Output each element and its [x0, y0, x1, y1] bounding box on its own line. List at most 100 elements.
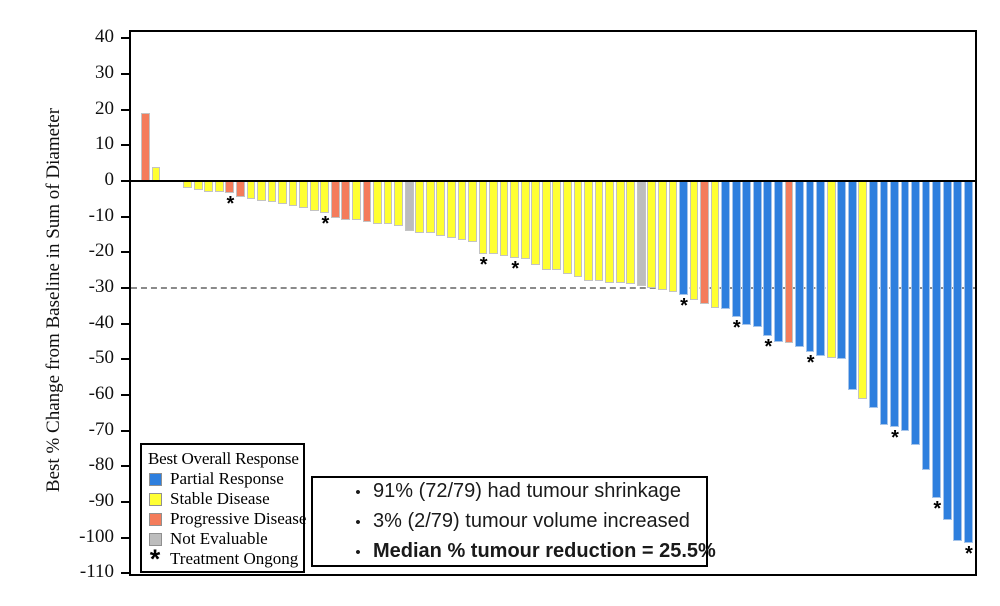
patient-bar — [594, 181, 604, 281]
patient-bar — [299, 181, 309, 208]
patient-bar — [457, 181, 467, 240]
patient-bar — [837, 181, 847, 360]
patient-bar — [257, 181, 266, 201]
annotation-text: 91% (72/79) had tumour shrinkage — [373, 479, 681, 502]
treatment-ongoing-marker: * — [764, 336, 773, 359]
y-tick-label: -40 — [88, 311, 114, 333]
patient-bar — [626, 181, 636, 285]
patient-bar — [510, 181, 520, 258]
y-tick-mark — [121, 72, 130, 75]
bullet-icon: • — [355, 543, 361, 561]
y-tick-label: 0 — [104, 169, 115, 190]
legend-item-ongoing: * Treatment Ongong — [148, 544, 299, 574]
treatment-ongoing-marker: * — [732, 316, 741, 339]
y-tick-label: -110 — [79, 561, 114, 583]
patient-bar — [225, 181, 235, 194]
patient-bar — [373, 181, 382, 224]
patient-bar — [478, 181, 488, 255]
y-tick-mark — [121, 287, 130, 289]
patient-bar — [468, 181, 477, 242]
patient-bar — [267, 181, 277, 203]
patient-bar — [615, 181, 625, 283]
legend-swatch-icon — [149, 512, 162, 526]
patient-bar — [668, 181, 678, 292]
treatment-ongoing-marker: * — [680, 295, 688, 318]
y-tick-label: -100 — [79, 525, 114, 547]
treatment-ongoing-marker: * — [933, 498, 942, 521]
patient-bar — [657, 181, 667, 290]
patient-bar — [636, 181, 646, 287]
y-tick-label: 30 — [95, 61, 114, 83]
y-tick-label: -70 — [88, 418, 114, 440]
treatment-ongoing-marker: * — [891, 427, 899, 450]
patient-bar — [731, 181, 741, 317]
patient-bar — [900, 181, 910, 431]
y-tick-label: -80 — [88, 454, 114, 476]
patient-bar — [436, 181, 446, 237]
y-tick-mark — [121, 37, 130, 40]
y-tick-label: -60 — [88, 383, 114, 405]
y-tick-label: 40 — [95, 26, 114, 48]
patient-bar — [183, 181, 192, 189]
patient-bar — [425, 181, 435, 233]
annotation-text: Median % tumour reduction = 25.5% — [373, 539, 716, 562]
patient-bar — [763, 181, 773, 337]
patient-bar — [352, 181, 361, 221]
patient-bar — [953, 181, 963, 542]
y-tick-label: -50 — [88, 347, 114, 369]
patient-bar — [942, 181, 952, 520]
patient-bar — [679, 181, 688, 296]
patient-bar — [246, 181, 256, 199]
patient-bar — [573, 181, 583, 278]
annotation-row: • 3% (2/79) tumour volume increased — [313, 507, 706, 537]
y-tick-mark — [121, 394, 130, 397]
patient-bar — [541, 181, 551, 271]
asterisk-icon: * — [149, 544, 161, 574]
y-tick-label: -10 — [88, 204, 114, 226]
legend-swatch-icon — [149, 532, 162, 546]
patient-bar — [394, 181, 403, 226]
bullet-icon: • — [355, 513, 361, 531]
patient-bar — [795, 181, 804, 347]
patient-bar — [921, 181, 931, 470]
patient-bar — [446, 181, 456, 239]
patient-bar — [826, 181, 836, 358]
patient-bar — [858, 181, 868, 399]
legend-title: Best Overall Response — [148, 449, 299, 468]
y-tick-mark — [121, 429, 130, 432]
patient-bar — [700, 181, 709, 305]
treatment-ongoing-marker: * — [226, 193, 235, 216]
zero-baseline — [131, 180, 975, 182]
treatment-ongoing-marker: * — [321, 213, 330, 236]
legend-item-label: Partial Response — [170, 469, 284, 488]
legend-item-sd: Stable Disease — [148, 489, 297, 509]
legend-item-label: Treatment Ongong — [170, 549, 299, 568]
patient-bar — [932, 181, 942, 499]
patient-bar — [584, 181, 593, 281]
legend-swatch-icon — [149, 492, 162, 506]
y-tick-mark — [121, 536, 130, 539]
patient-bar — [774, 181, 783, 342]
patient-bar — [193, 181, 203, 190]
patient-bar — [278, 181, 287, 205]
patient-bar — [816, 181, 825, 356]
patient-bar — [341, 181, 351, 221]
treatment-ongoing-marker: * — [479, 254, 488, 277]
annotation-text: 3% (2/79) tumour volume increased — [373, 509, 690, 532]
legend-item-label: Not Evaluable — [170, 529, 268, 548]
patient-bar — [847, 181, 857, 390]
patient-bar — [499, 181, 509, 256]
y-tick-mark — [121, 322, 130, 325]
patient-bar — [784, 181, 794, 344]
patient-bar — [563, 181, 572, 274]
patient-bar — [141, 113, 150, 181]
patient-bar — [552, 181, 562, 271]
patient-bar — [689, 181, 699, 301]
legend-item-pr: Partial Response — [148, 469, 297, 489]
patient-bar — [805, 181, 815, 353]
legend-box: Best Overall Response Partial Response St… — [140, 443, 306, 574]
patient-bar — [489, 181, 498, 255]
legend-swatch-icon — [149, 472, 162, 486]
patient-bar — [309, 181, 319, 212]
patient-bar — [531, 181, 541, 265]
